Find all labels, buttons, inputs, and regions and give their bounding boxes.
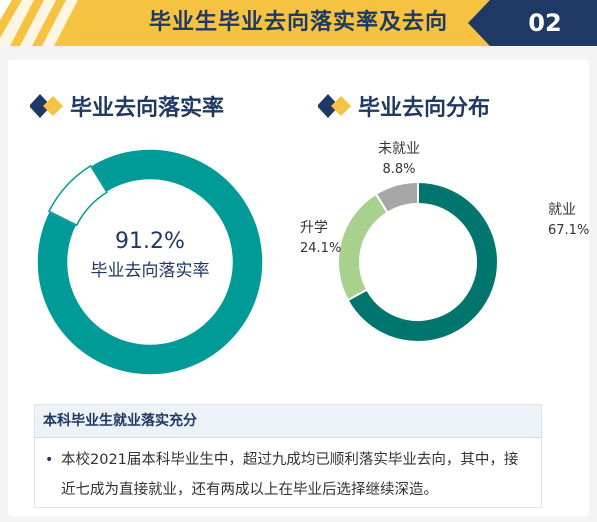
section-number-badge [468,0,597,46]
note-header: 本科毕业生就业落实充分 [35,405,541,438]
donut-slice-completed [36,148,264,376]
section-title-right: 毕业去向分布 [358,96,491,121]
diamond-icon [318,94,351,118]
diamond-icon [30,94,63,118]
bullet-marker: • [45,452,54,468]
slice-label: 未就业 [378,141,420,157]
donut-center-label: 毕业去向落实率 [91,261,210,281]
section-title-left: 毕业去向落实率 [70,96,225,121]
slice-value-label: 24.1% [300,241,341,256]
slice-label: 升学 [300,220,328,236]
donut-slice-2 [337,192,389,302]
slice-value-label: 8.8% [382,162,415,177]
donut-center-value: 91.2% [115,229,185,254]
note-text: 本校2021届本科毕业生中，超过九成均已顺利落实毕业去向，其中，接近七成为直接就… [61,452,519,498]
donut-slice-3 [374,180,419,215]
summary-note-box: 本科毕业生就业落实充分 • 本校2021届本科毕业生中，超过九成均已顺利落实毕业… [34,404,542,508]
slice-label: 就业 [548,202,576,218]
donut-slice-1 [346,180,499,343]
page-title: 毕业生毕业去向落实率及去向 [148,10,448,35]
slice-value-label: 67.1% [548,223,589,238]
note-title: 本科毕业生就业落实充分 [43,413,197,429]
section-number: 02 [528,9,562,37]
donut-slice-remaining [47,164,108,227]
header-stripes-decoration [0,0,78,46]
